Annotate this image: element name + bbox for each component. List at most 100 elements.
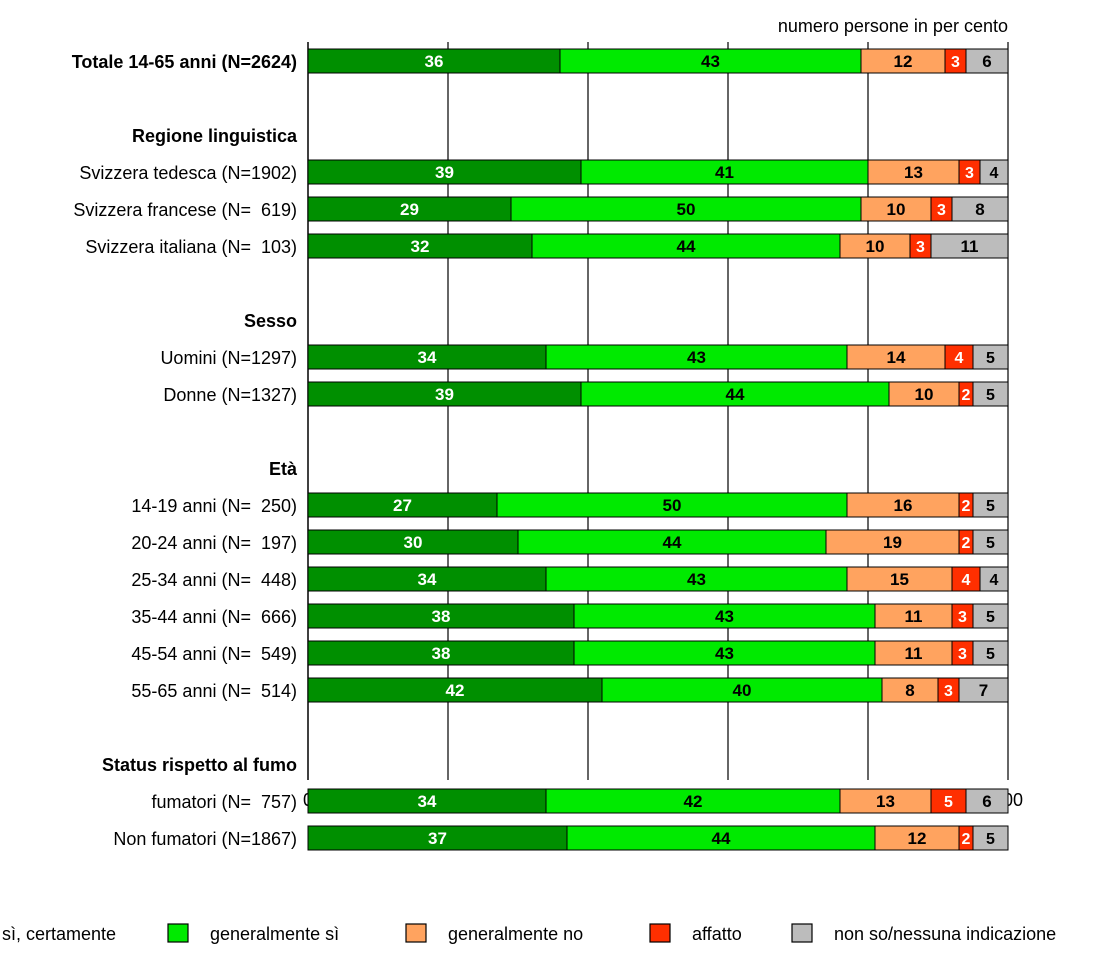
bar-segment (307, 640, 575, 666)
data-label: 50 (677, 200, 696, 219)
data-label: 12 (908, 829, 927, 848)
category-label: Totale 14-65 anni (N=2624) (72, 52, 297, 72)
data-label: 11 (961, 237, 979, 256)
data-label: 6 (982, 52, 991, 71)
data-label: 34 (418, 792, 437, 811)
bar-segment (307, 825, 568, 851)
data-label: 39 (435, 385, 454, 404)
bar-segment (972, 529, 1009, 555)
category-label: Svizzera francese (N= 619) (73, 200, 297, 220)
bar-segment (846, 344, 946, 370)
bar-segment (566, 825, 876, 851)
data-label: 3 (944, 683, 953, 700)
bar-segment (307, 492, 498, 518)
category-label: 45-54 anni (N= 549) (131, 644, 297, 664)
bar-segment (965, 48, 1009, 74)
data-label: 39 (435, 163, 454, 182)
data-label: 29 (400, 200, 419, 219)
bar-segment (979, 159, 1009, 185)
bar-segment (580, 159, 869, 185)
data-label: 44 (726, 385, 745, 404)
category-label: Non fumatori (N=1867) (113, 829, 297, 849)
data-label: 4 (955, 350, 964, 367)
bar-segment (930, 788, 967, 814)
data-label: 6 (982, 792, 991, 811)
data-label: 5 (986, 350, 995, 367)
data-label: 13 (876, 792, 895, 811)
bar-segment (951, 196, 1009, 222)
bar-segment (545, 344, 848, 370)
bar-segment (307, 159, 582, 185)
bar-segment (517, 529, 827, 555)
data-label: 8 (905, 681, 914, 700)
bar-segment (867, 159, 960, 185)
data-label: 3 (937, 202, 946, 219)
bar-segment (307, 344, 547, 370)
bar-segment (839, 233, 911, 259)
data-label: 5 (986, 646, 995, 663)
bar-segment (972, 492, 1009, 518)
data-label: 11 (905, 607, 923, 626)
data-label: 8 (975, 200, 984, 219)
data-label: 10 (887, 200, 906, 219)
bar-segment (972, 825, 1009, 851)
bar-segment (930, 233, 1009, 259)
data-label: 5 (986, 831, 995, 848)
chart-subtitle: numero persone in per cento (778, 16, 1008, 36)
data-label: 12 (894, 52, 913, 71)
data-label: 27 (393, 496, 412, 515)
bar-segment (972, 640, 1009, 666)
group-header: Età (269, 459, 298, 479)
bar-segment (307, 603, 575, 629)
data-label: 37 (428, 829, 447, 848)
data-label: 2 (962, 831, 971, 848)
bar-segment (972, 344, 1009, 370)
bar-segment (874, 640, 953, 666)
data-label: 30 (404, 533, 423, 552)
data-label: 32 (411, 237, 430, 256)
data-label: 15 (890, 570, 909, 589)
data-label: 44 (712, 829, 731, 848)
legend-label: sì, certamente (2, 924, 116, 944)
bar-segment (307, 529, 519, 555)
category-label: Donne (N=1327) (163, 385, 297, 405)
legend-swatch (167, 923, 189, 943)
bar-segment (545, 788, 841, 814)
data-label: 3 (958, 609, 967, 626)
bar-segment (307, 196, 512, 222)
data-label: 34 (418, 570, 437, 589)
bar-segment (825, 529, 960, 555)
data-label: 5 (986, 498, 995, 515)
bar-segment (860, 48, 946, 74)
legend-label: affatto (692, 924, 742, 944)
group-header: Status rispetto al fumo (102, 755, 297, 775)
bar-segment (496, 492, 848, 518)
bar-segment (979, 566, 1009, 592)
bar-segment (307, 677, 603, 703)
data-label: 41 (715, 163, 734, 182)
bar-segment (965, 788, 1009, 814)
data-label: 19 (883, 533, 902, 552)
data-label: 3 (965, 165, 974, 182)
category-label: 25-34 anni (N= 448) (131, 570, 297, 590)
data-label: 42 (446, 681, 465, 700)
data-label: 3 (951, 54, 960, 71)
bar-segment (874, 603, 953, 629)
bar-segment (972, 381, 1009, 407)
bar-segment (307, 381, 582, 407)
data-label: 13 (904, 163, 923, 182)
group-header: Regione linguistica (132, 126, 298, 146)
data-label: 3 (916, 239, 925, 256)
data-label: 3 (958, 646, 967, 663)
data-label: 44 (677, 237, 696, 256)
category-label: Svizzera italiana (N= 103) (85, 237, 297, 257)
bar-segment (307, 788, 547, 814)
data-label: 5 (986, 609, 995, 626)
data-label: 4 (990, 572, 999, 589)
bar-segment (559, 48, 862, 74)
data-label: 11 (905, 644, 923, 663)
data-label: 44 (663, 533, 682, 552)
bar-segment (573, 603, 876, 629)
